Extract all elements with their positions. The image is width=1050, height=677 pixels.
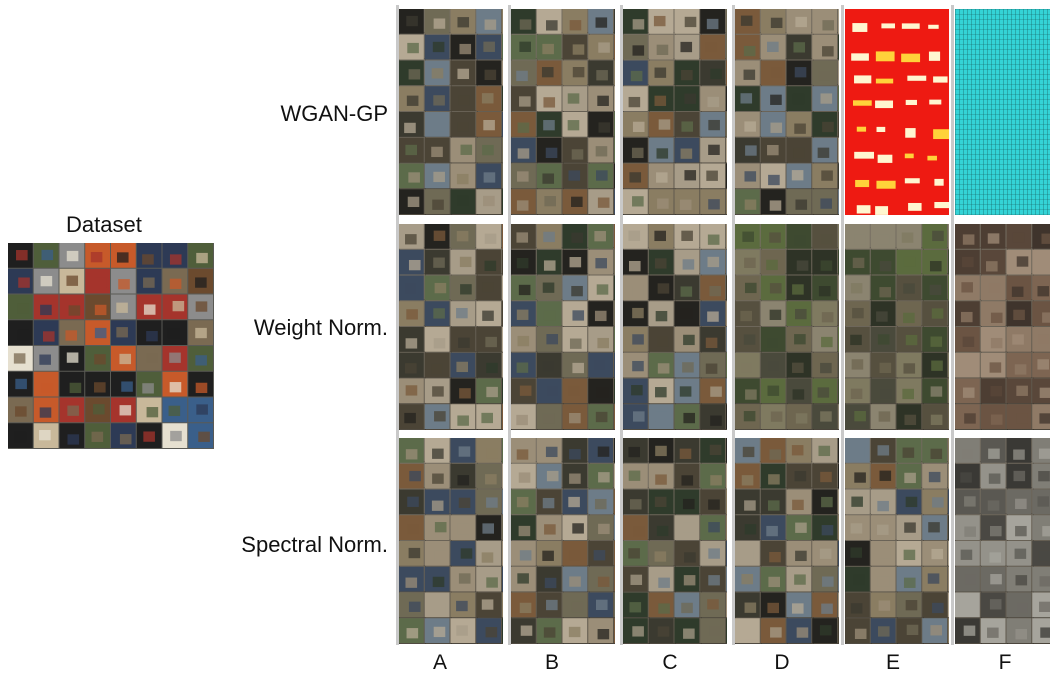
column-label-b: B <box>544 651 559 674</box>
column-separator <box>508 5 511 645</box>
sample-panel <box>623 9 727 215</box>
sample-panel <box>735 224 839 430</box>
sample-panel <box>399 9 503 215</box>
sample-panel <box>955 438 1050 644</box>
sample-panel <box>399 438 503 644</box>
dataset-title: Dataset <box>66 212 142 237</box>
column-separator <box>732 5 735 645</box>
column-label-a: A <box>432 651 447 674</box>
sample-panel <box>623 438 727 644</box>
column-label-d: D <box>774 651 790 674</box>
dataset-image-grid <box>8 243 214 449</box>
column-label-f: F <box>998 651 1012 674</box>
sample-panel <box>511 438 615 644</box>
sample-panel <box>623 224 727 430</box>
row-label-spectral-norm: Spectral Norm. <box>241 532 388 557</box>
sample-panel <box>955 224 1050 430</box>
sample-panel <box>955 9 1050 215</box>
sample-panel <box>845 438 949 644</box>
column-separator <box>841 5 844 645</box>
column-separator <box>620 5 623 645</box>
column-label-c: C <box>662 651 678 674</box>
sample-panel <box>399 224 503 430</box>
sample-panel <box>845 9 949 215</box>
column-separator <box>396 5 399 645</box>
sample-panel <box>735 438 839 644</box>
column-label-e: E <box>885 651 900 674</box>
sample-panel <box>511 9 615 215</box>
row-label-wgan-gp: WGAN-GP <box>280 101 388 126</box>
sample-panel <box>511 224 615 430</box>
sample-panel <box>845 224 949 430</box>
row-label-weight-norm: Weight Norm. <box>253 315 388 340</box>
sample-panel <box>735 9 839 215</box>
column-separator <box>951 5 954 645</box>
